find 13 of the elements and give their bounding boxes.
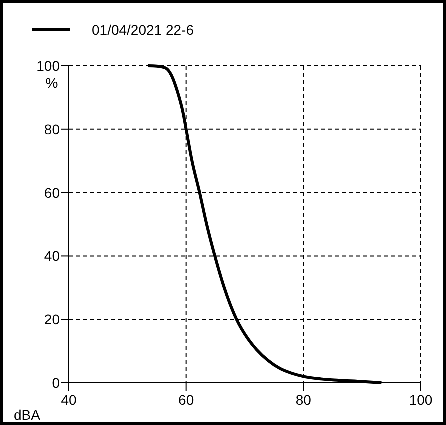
y-axis-title: % (46, 75, 58, 91)
y-tick-label: 0 (52, 375, 60, 391)
x-tick-label: 60 (178, 392, 194, 408)
legend-label: 01/04/2021 22-6 (92, 22, 194, 38)
x-tick-label: 80 (296, 392, 312, 408)
y-tick-label: 40 (44, 248, 60, 264)
y-tick-label: 80 (44, 121, 60, 138)
y-tick-label: 20 (44, 312, 60, 328)
x-axis-title: dBA (14, 407, 42, 423)
x-tick-label: 100 (409, 392, 433, 408)
y-tick-label: 100 (36, 58, 60, 74)
x-tick-label: 40 (61, 392, 77, 408)
y-tick-label: 60 (44, 184, 60, 201)
